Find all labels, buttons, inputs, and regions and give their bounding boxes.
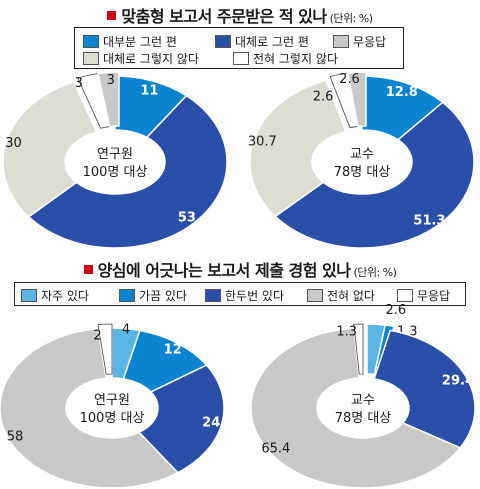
legend-swatch (83, 35, 99, 48)
slice-label: 2 (93, 329, 101, 344)
slice-label: 58 (7, 429, 24, 444)
center-label: 100명 대상 (83, 165, 148, 180)
slice-label: 12 (164, 343, 182, 358)
donut-slice (0, 327, 180, 489)
center-label: 교수 (351, 393, 375, 408)
legend-swatch (215, 35, 231, 48)
legend-label: 무응답 (417, 289, 451, 303)
legend-swatch (83, 52, 99, 65)
legend-swatch (307, 289, 323, 302)
section-title-2: 양심에 어긋나는 보고서 제출 경험 있나 (단위: %) (0, 257, 480, 281)
section-title-text: 양심에 어긋나는 보고서 제출 경험 있나 (97, 261, 351, 280)
donut-slice (353, 323, 364, 375)
legend-label: 자주 있다 (41, 289, 89, 303)
legend-swatch (119, 289, 135, 302)
legend-item: 대체로 그렇지 않다 (83, 50, 199, 67)
slice-label: 53 (178, 210, 196, 225)
donut-chart: 11 53 30 3 3 연구원 100명 대상 (2, 71, 228, 249)
slice-label: 2.6 (313, 89, 334, 104)
legend-label: 대체로 그렇지 않다 (103, 52, 199, 66)
donut-slice (97, 323, 113, 375)
slice-label: 2.6 (339, 72, 360, 87)
slice-label: 29.4 (442, 373, 474, 388)
legend-item: 전혀 없다 (307, 287, 375, 304)
center-label: 연구원 (97, 147, 133, 162)
slice-label: 2.6 (386, 303, 407, 318)
donut-slice (2, 81, 98, 218)
donut-slice (373, 329, 476, 449)
legend-swatch (233, 52, 249, 65)
slice-label: 24 (202, 415, 220, 430)
slice-label: 1.3 (336, 325, 357, 340)
donut-slice (274, 101, 475, 249)
center-label: 교수 (350, 147, 374, 162)
legend-swatch (205, 289, 221, 302)
slice-label: 12.8 (386, 85, 418, 100)
donut-slice (346, 71, 367, 128)
unit-label: (단위: %) (353, 266, 397, 279)
legend-label: 전혀 없다 (327, 289, 375, 303)
center-label: 100명 대상 (80, 411, 145, 426)
donut-chart: 12.8 51.3 30.7 2.6 2.6 교수 78명 대상 (248, 71, 475, 249)
center-label: 78명 대상 (335, 411, 392, 426)
slice-label: 30 (5, 136, 22, 151)
legend-label: 대부분 그런 편 (103, 35, 177, 49)
slice-label: 3 (75, 76, 83, 91)
legend-item: 무응답 (397, 287, 450, 304)
donut-slice (137, 364, 225, 474)
slice-label: 51.3 (413, 214, 445, 229)
donut-slice (97, 71, 120, 128)
legend-item: 전혀 그렇지 않다 (233, 50, 338, 67)
legend-1: 대부분 그런 편 대체로 그런 편 무응답 대체로 그렇지 않다 전혀 그렇지 … (74, 27, 404, 69)
legend-item: 한두번 있다 (205, 287, 284, 304)
legend-label: 전혀 그렇지 않다 (253, 52, 338, 66)
center-label: 연구원 (94, 393, 130, 408)
legend-swatch (333, 35, 349, 48)
section-title-text: 맞춤형 보고서 주문받은 적 있나 (121, 7, 327, 26)
legend-label: 무응답 (353, 35, 387, 49)
legend-item: 가끔 있다 (119, 287, 187, 304)
slice-label: 30.7 (248, 134, 277, 149)
legend-item: 자주 있다 (21, 287, 89, 304)
slice-label: 11 (140, 84, 158, 99)
donut-chart: 4 12 24 58 2 연구원 100명 대상 (0, 323, 225, 489)
legend-label: 한두번 있다 (225, 289, 285, 303)
section-title-1: 맞춤형 보고서 주문받은 적 있나 (단위: %) (0, 3, 480, 27)
slice-label: 65.4 (261, 441, 290, 456)
donut-slice (250, 327, 462, 489)
legend-2: 자주 있다 가끔 있다 한두번 있다 전혀 없다 무응답 (14, 282, 466, 306)
red-square-icon (83, 265, 93, 274)
legend-label: 가끔 있다 (139, 289, 187, 303)
donut-slice (27, 94, 228, 249)
legend-item: 대체로 그런 편 (215, 33, 309, 50)
slice-label: 3 (107, 73, 115, 88)
unit-label: (단위: %) (329, 12, 373, 25)
legend-label: 대체로 그런 편 (235, 35, 309, 49)
legend-item: 대부분 그런 편 (83, 33, 177, 50)
legend-item: 무응답 (333, 33, 386, 50)
center-label: 78명 대상 (334, 165, 391, 180)
red-square-icon (107, 11, 117, 20)
slice-label: 4 (122, 323, 130, 338)
legend-swatch (21, 289, 37, 302)
donut-slice (249, 79, 347, 218)
legend-swatch (397, 289, 413, 302)
